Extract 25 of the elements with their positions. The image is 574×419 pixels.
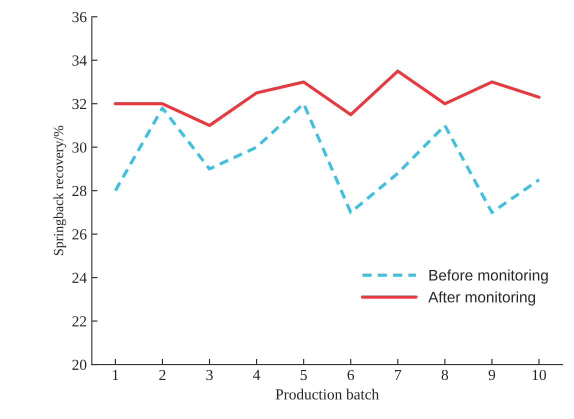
x-tick-label: 8 — [442, 370, 448, 380]
line-series — [114, 102, 541, 214]
x-tick-label: 10 — [532, 370, 546, 380]
y-tick-label: 20 — [72, 360, 86, 370]
y-tick-label: 36 — [72, 12, 87, 22]
y-tick-label: 34 — [72, 55, 87, 66]
x-tick-label: 9 — [488, 370, 496, 380]
x-tick-label: 2 — [159, 370, 166, 380]
y-tick-label: 22 — [72, 316, 86, 326]
y-tick-label: 28 — [72, 186, 86, 196]
x-axis-title: Production batch — [276, 388, 379, 400]
line-series — [114, 70, 541, 127]
y-tick-label: 32 — [72, 98, 86, 110]
x-tick-label: 7 — [394, 370, 402, 380]
legend-label: Before monitoring — [429, 269, 548, 284]
y-tick-label: 24 — [72, 272, 87, 283]
x-tick-label: 3 — [206, 370, 213, 380]
y-tick-label: 26 — [72, 229, 87, 240]
legend-label: After monitoring — [428, 291, 536, 306]
x-tick-label: 5 — [300, 370, 307, 380]
x-tick-label: 6 — [348, 370, 354, 380]
y-axis-title: Springback recovery/% — [54, 126, 66, 256]
x-tick-label: 1 — [112, 370, 118, 380]
y-tick-label: 30 — [72, 142, 86, 153]
x-tick-label: 4 — [253, 370, 260, 380]
